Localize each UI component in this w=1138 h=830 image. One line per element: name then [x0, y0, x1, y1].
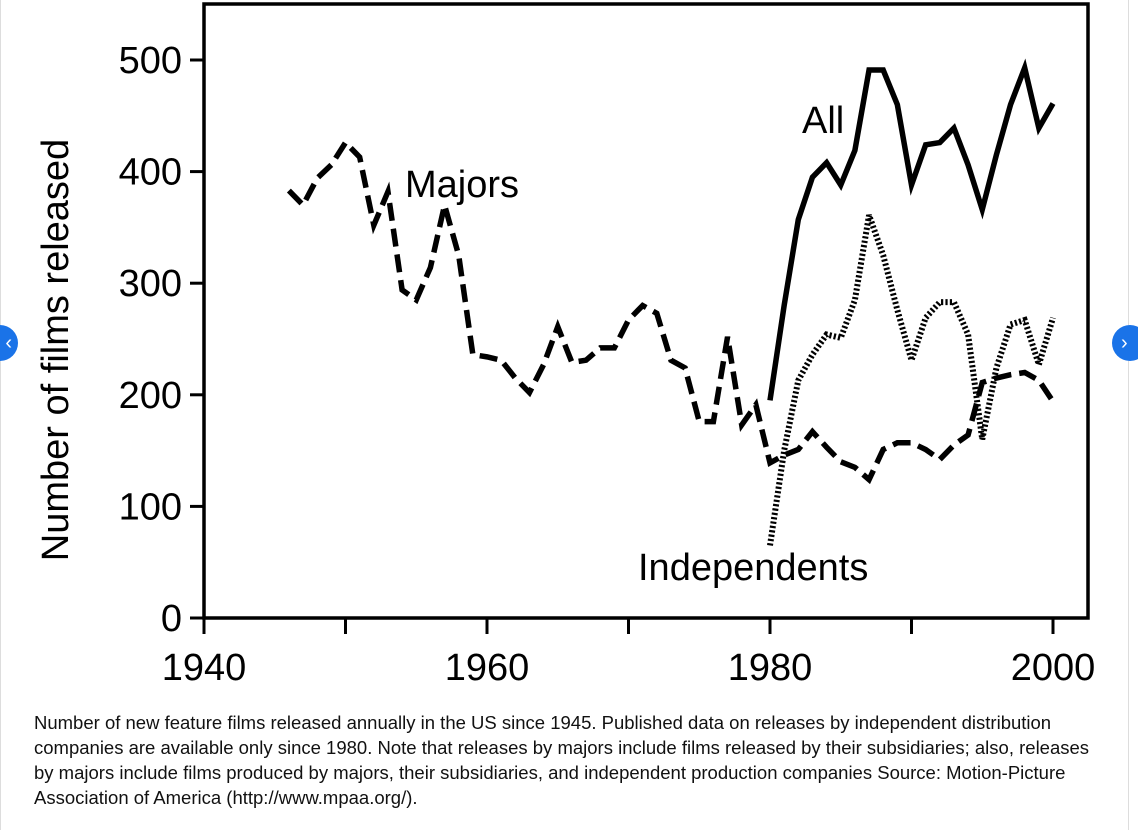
- chevron-right-icon: ›: [1121, 331, 1128, 354]
- figure-caption: Number of new feature films released ann…: [34, 712, 1090, 808]
- y-tick-label: 0: [161, 598, 182, 640]
- viewer-right-edge: [1128, 0, 1129, 830]
- annotation-all: All: [802, 100, 844, 142]
- series-line-independents: [767, 214, 1056, 546]
- next-image-button[interactable]: ›: [1112, 325, 1138, 361]
- annotation-majors: Majors: [405, 164, 519, 206]
- annotation-independents: Independents: [638, 547, 868, 589]
- x-tick-label: 2000: [1011, 647, 1096, 689]
- chevron-left-icon: ‹: [5, 331, 12, 354]
- y-tick-label: 300: [119, 263, 182, 305]
- x-tick-label: 1940: [162, 647, 247, 689]
- plot-frame: [202, 2, 1090, 620]
- y-tick-label: 200: [119, 375, 182, 417]
- previous-image-button[interactable]: ‹: [0, 325, 18, 361]
- x-tick-label: 1960: [445, 647, 530, 689]
- films-released-chart: 0 100 200 300 400 500 1940 1960 1980 2000 Number …: [35, 2, 1096, 689]
- y-tick-label: 500: [119, 40, 182, 82]
- y-axis-label: Number of films released: [35, 139, 77, 561]
- y-tick-label: 400: [119, 152, 182, 194]
- series-line-all: [767, 58, 1056, 401]
- y-tick-label: 100: [119, 486, 182, 528]
- viewer-left-edge: [0, 0, 1, 830]
- x-tick-label: 1980: [728, 647, 813, 689]
- series-line-majors: [286, 138, 1056, 485]
